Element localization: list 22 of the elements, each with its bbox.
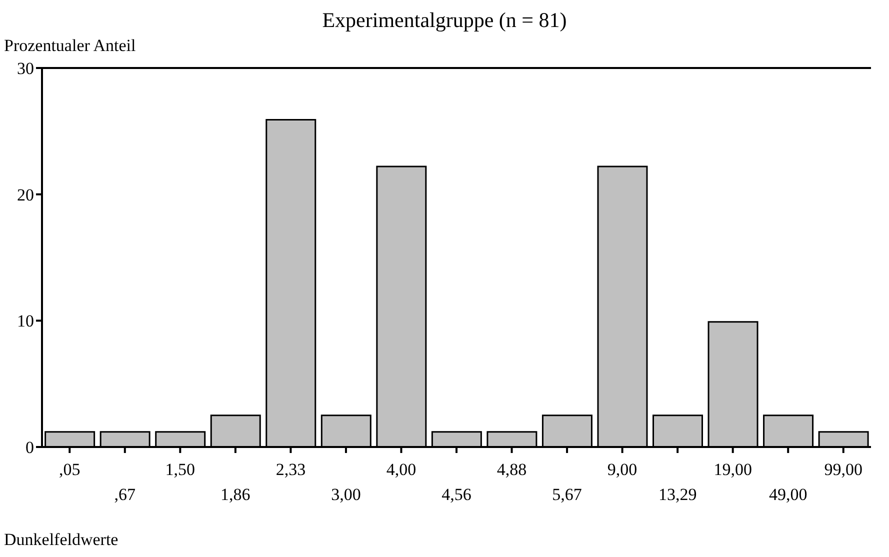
x-tick-label: 4,88 — [496, 460, 527, 479]
x-tick-label: 5,67 — [552, 485, 582, 504]
y-tick-label: 10 — [17, 312, 34, 331]
x-tick-label: ,05 — [59, 460, 80, 479]
y-axis-title: Prozentualer Anteil — [4, 36, 136, 56]
x-axis-title: Dunkelfeldwerte — [4, 530, 118, 550]
y-tick-label: 20 — [17, 185, 34, 204]
x-tick-label: 1,50 — [165, 460, 196, 479]
x-tick-label: 99,00 — [824, 460, 862, 479]
x-tick-label: 9,00 — [607, 460, 638, 479]
x-tick-label: ,67 — [114, 485, 136, 504]
x-tick-label: 49,00 — [768, 485, 808, 504]
chart-title: Experimentalgruppe (n = 81) — [321, 8, 568, 33]
x-tick-label: 4,00 — [386, 460, 416, 479]
y-tick-label: 0 — [26, 438, 34, 458]
x-tick-label: 4,56 — [442, 485, 472, 504]
x-tick-label: 13,29 — [658, 485, 697, 504]
x-tick-label: 1,86 — [220, 485, 250, 504]
x-tick-label: 2,33 — [276, 460, 306, 479]
x-tick-label: 3,00 — [331, 485, 361, 504]
y-tick-label: 30 — [17, 59, 34, 78]
x-tick-label: 19,00 — [714, 460, 752, 479]
